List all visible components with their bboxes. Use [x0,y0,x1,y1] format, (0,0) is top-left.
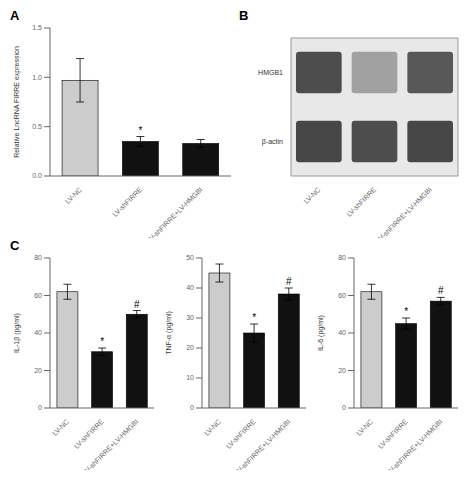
svg-text:LV-NC: LV-NC [355,418,374,437]
svg-text:TNF-α (pg/ml): TNF-α (pg/ml) [165,311,173,355]
svg-text:*: * [252,312,256,323]
svg-text:10: 10 [186,374,194,381]
svg-text:0.5: 0.5 [32,123,42,130]
svg-text:LV-shFIRRE+LV-HMGBI: LV-shFIRRE+LV-HMGBI [145,186,203,238]
svg-text:LV-shFIRRE: LV-shFIRRE [345,186,377,218]
svg-text:IL-6 (pg/ml): IL-6 (pg/ml) [317,315,325,351]
svg-text:#: # [286,276,292,287]
svg-text:LV-NC: LV-NC [64,186,83,205]
svg-text:1.0: 1.0 [32,74,42,81]
svg-text:*: * [138,125,142,136]
svg-text:LV-shFIRRE: LV-shFIRRE [225,418,257,450]
svg-text:LV-shFIRRE+LV-HMGBI: LV-shFIRRE+LV-HMGBI [233,418,291,470]
html-text:C: C [10,238,20,253]
svg-text:LV-shFIRRE: LV-shFIRRE [111,186,143,218]
svg-text:60: 60 [338,292,346,299]
svg-text:0: 0 [190,404,194,411]
svg-text:LV-shFIRRE+LV-HMGBI: LV-shFIRRE+LV-HMGBI [385,418,443,470]
svg-text:1.5: 1.5 [32,24,42,31]
svg-text:40: 40 [34,329,42,336]
svg-text:β-actin: β-actin [262,138,283,146]
svg-text:LV-shFIRRE: LV-shFIRRE [377,418,409,450]
svg-text:80: 80 [34,254,42,261]
svg-text:*: * [100,336,104,347]
svg-text:Relative LncRNA FIRRE expressi: Relative LncRNA FIRRE expression [13,46,21,158]
svg-text:0: 0 [342,404,346,411]
svg-text:0: 0 [38,404,42,411]
html-text:B: B [239,8,249,23]
svg-text:LV-NC: LV-NC [51,418,70,437]
svg-text:80: 80 [338,254,346,261]
svg-text:0.0: 0.0 [32,172,42,179]
svg-text:20: 20 [338,367,346,374]
svg-text:HMGB1: HMGB1 [258,69,283,76]
svg-text:20: 20 [186,344,194,351]
svg-text:#: # [438,285,444,296]
html-text:A: A [10,8,20,23]
svg-text:40: 40 [338,329,346,336]
svg-text:20: 20 [34,367,42,374]
svg-text:50: 50 [186,254,194,261]
svg-text:40: 40 [186,284,194,291]
svg-text:60: 60 [34,292,42,299]
svg-text:IL-1β (pg/ml): IL-1β (pg/ml) [13,313,21,353]
svg-text:#: # [134,299,140,310]
svg-text:LV-NC: LV-NC [203,418,222,437]
svg-text:LV-shFIRRE+LV-HMGBI: LV-shFIRRE+LV-HMGBI [81,418,139,470]
svg-text:*: * [404,306,408,317]
svg-text:LV-NC: LV-NC [302,186,321,205]
svg-text:LV-shFIRRE: LV-shFIRRE [73,418,105,450]
svg-text:LV-shFIRRE+LV-HMGBI: LV-shFIRRE+LV-HMGBI [375,186,433,238]
svg-text:30: 30 [186,314,194,321]
